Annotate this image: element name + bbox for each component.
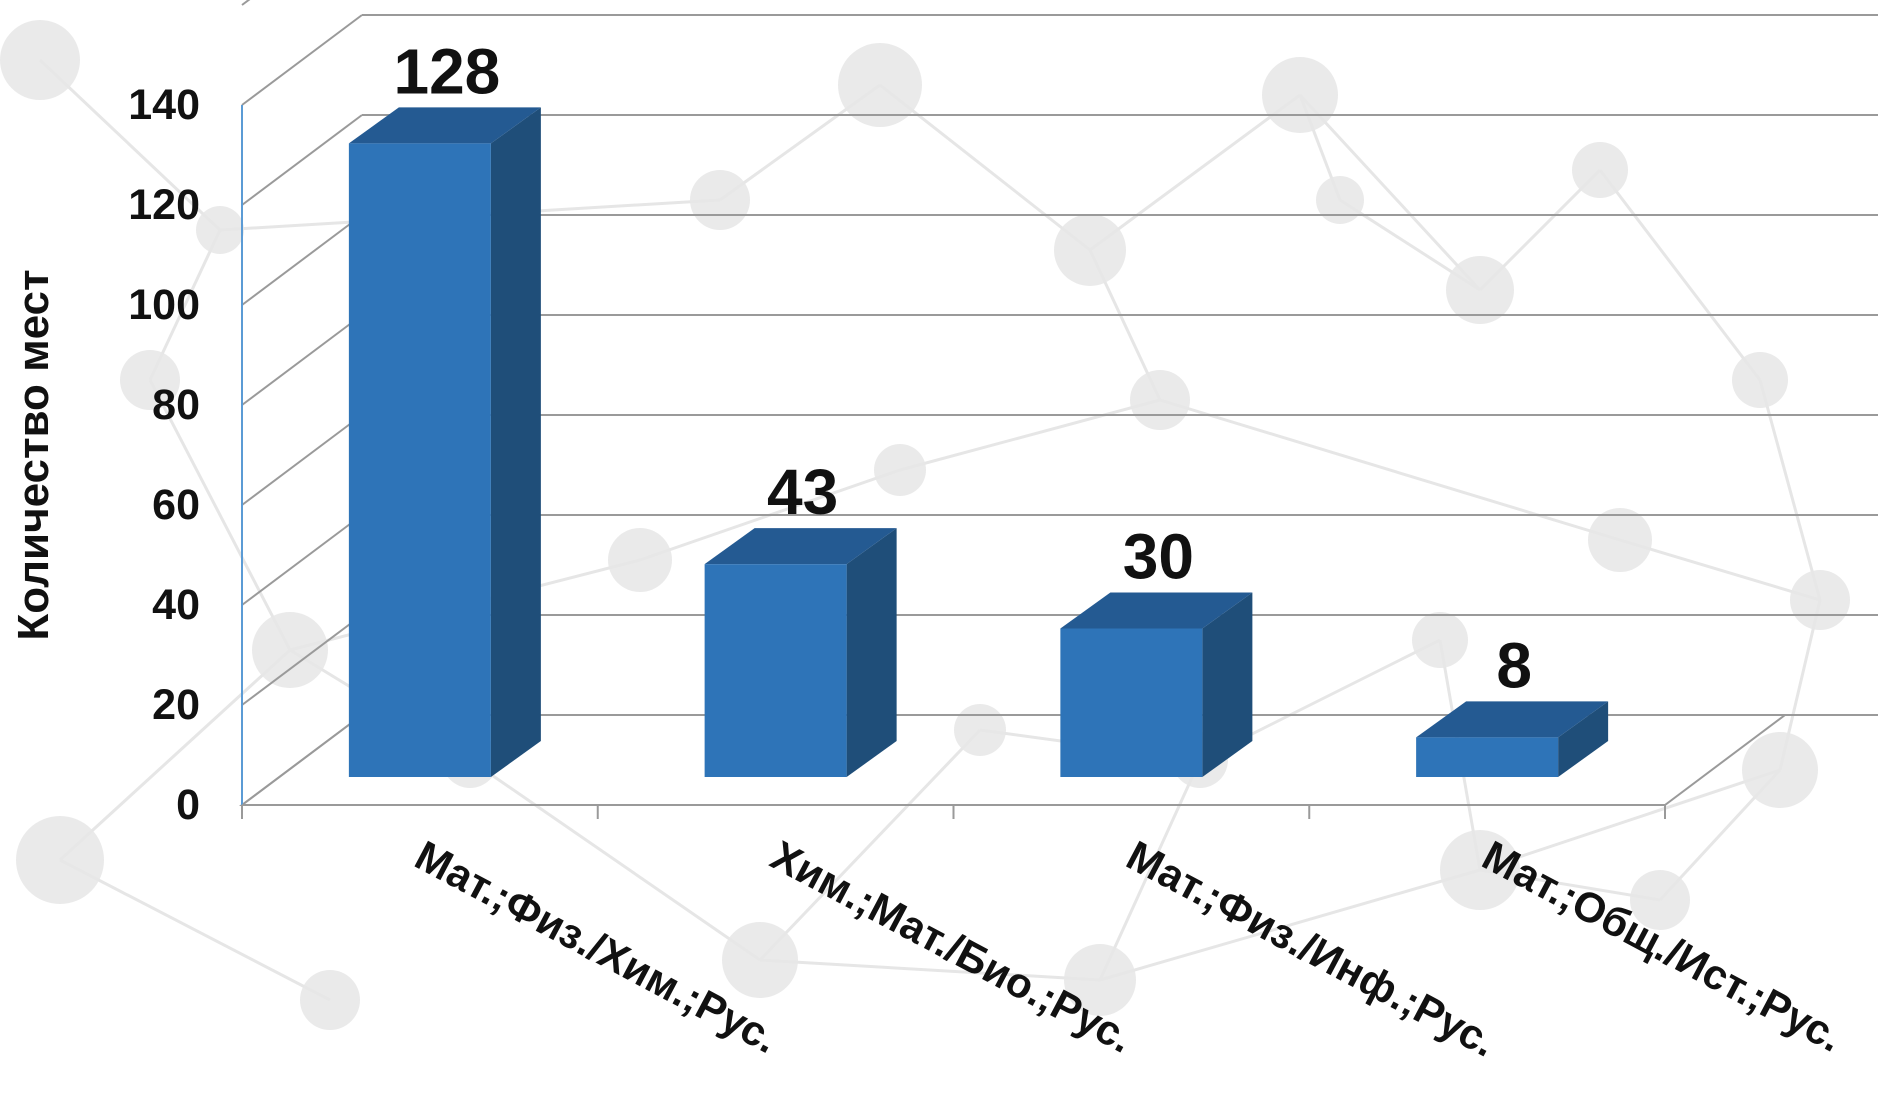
x-category-label: Мат.;Общ./Ист.;Рус.	[1475, 831, 1850, 1060]
molecule-node	[954, 704, 1006, 756]
bar-top	[348, 107, 541, 144]
bar-top	[1416, 701, 1609, 738]
y-tick-label: 100	[128, 281, 200, 329]
bar-front	[704, 564, 847, 777]
molecule-node	[0, 20, 80, 100]
molecule-bond	[58, 648, 292, 862]
molecule-node	[1130, 370, 1190, 430]
y-tick-label: 140	[128, 81, 200, 129]
molecule-bond	[59, 858, 331, 1002]
molecule-node	[1316, 176, 1364, 224]
molecule-bond	[38, 58, 222, 232]
bar	[1060, 592, 1253, 777]
gridline-side	[241, 514, 363, 606]
gridline-side	[241, 114, 363, 206]
molecule-bond	[879, 83, 1091, 252]
y-tick-labels: 0 20 40 60 80 100 120 140	[128, 81, 200, 829]
molecule-node	[1412, 612, 1468, 668]
bar-front	[1416, 737, 1559, 777]
molecule-bond	[758, 728, 982, 962]
gridline-side	[241, 214, 363, 306]
side-wall	[242, 15, 362, 805]
bar-side	[1202, 592, 1253, 777]
bars	[348, 107, 1609, 777]
gridline-side	[241, 414, 363, 506]
bar	[704, 528, 897, 777]
molecule-node	[1588, 508, 1652, 572]
molecule-bond	[1598, 169, 1762, 381]
y-tick-label: 40	[152, 581, 200, 629]
molecule-node	[874, 444, 926, 496]
y-tick-label: 0	[176, 781, 200, 829]
molecule-bond	[1619, 538, 1821, 602]
bar	[348, 107, 541, 777]
molecule-node	[690, 170, 750, 230]
bar-top	[1060, 592, 1253, 629]
molecule-node	[16, 816, 104, 904]
molecule-bond	[1089, 93, 1301, 252]
gridline-side	[241, 614, 363, 706]
molecule-node	[252, 612, 328, 688]
bar	[1416, 701, 1609, 777]
molecule-node	[1440, 830, 1520, 910]
data-label: 128	[393, 35, 500, 107]
y-tick-label: 60	[152, 481, 200, 529]
molecule-node	[722, 922, 798, 998]
molecule-node	[1732, 352, 1788, 408]
molecule-bond	[1099, 868, 1481, 982]
y-tick-label: 20	[152, 681, 200, 729]
gridline-side	[241, 714, 363, 806]
molecule-node	[120, 350, 180, 410]
molecule-node	[1054, 214, 1126, 286]
molecule-bond	[1159, 398, 1621, 542]
molecule-bond	[1758, 379, 1822, 601]
molecule-node	[1572, 142, 1628, 198]
bar-side	[1558, 701, 1609, 777]
molecule-node	[1262, 57, 1338, 133]
bar-side	[490, 107, 541, 777]
molecule-node	[1742, 732, 1818, 808]
y-tick-label: 120	[128, 181, 200, 229]
data-label: 43	[767, 456, 838, 528]
molecule-bond	[899, 398, 1161, 472]
gridline-side	[241, 0, 251, 6]
bar-side	[846, 528, 897, 777]
chart-axes	[241, 105, 1666, 819]
gridline-side	[241, 14, 363, 106]
molecule-node	[1790, 570, 1850, 630]
molecule-bond	[759, 958, 1101, 982]
bar-front	[1060, 628, 1203, 777]
gridline-side	[241, 314, 363, 406]
bar-front	[348, 143, 491, 777]
bar-top	[704, 528, 897, 565]
molecule-node	[1446, 256, 1514, 324]
data-labels: 128 43 30 8	[393, 35, 1531, 701]
molecule-node	[1630, 870, 1690, 930]
molecule-bond	[1479, 768, 1781, 872]
molecule-node	[838, 43, 922, 127]
data-label: 30	[1123, 521, 1194, 593]
y-tick-label: 80	[152, 381, 200, 429]
x-category-label: Хим.;Мат./Био.;Рус.	[764, 831, 1141, 1061]
molecule-node	[196, 206, 244, 254]
molecule-node	[1064, 944, 1136, 1016]
data-label: 8	[1496, 629, 1532, 701]
molecule-node	[300, 970, 360, 1030]
molecule-node	[608, 528, 672, 592]
molecule-bond	[1298, 93, 1482, 292]
molecule-bond	[148, 379, 292, 651]
molecule-bond	[469, 758, 761, 962]
y-axis-title: Количество мест	[9, 269, 58, 640]
molecule-bond	[1098, 759, 1202, 981]
